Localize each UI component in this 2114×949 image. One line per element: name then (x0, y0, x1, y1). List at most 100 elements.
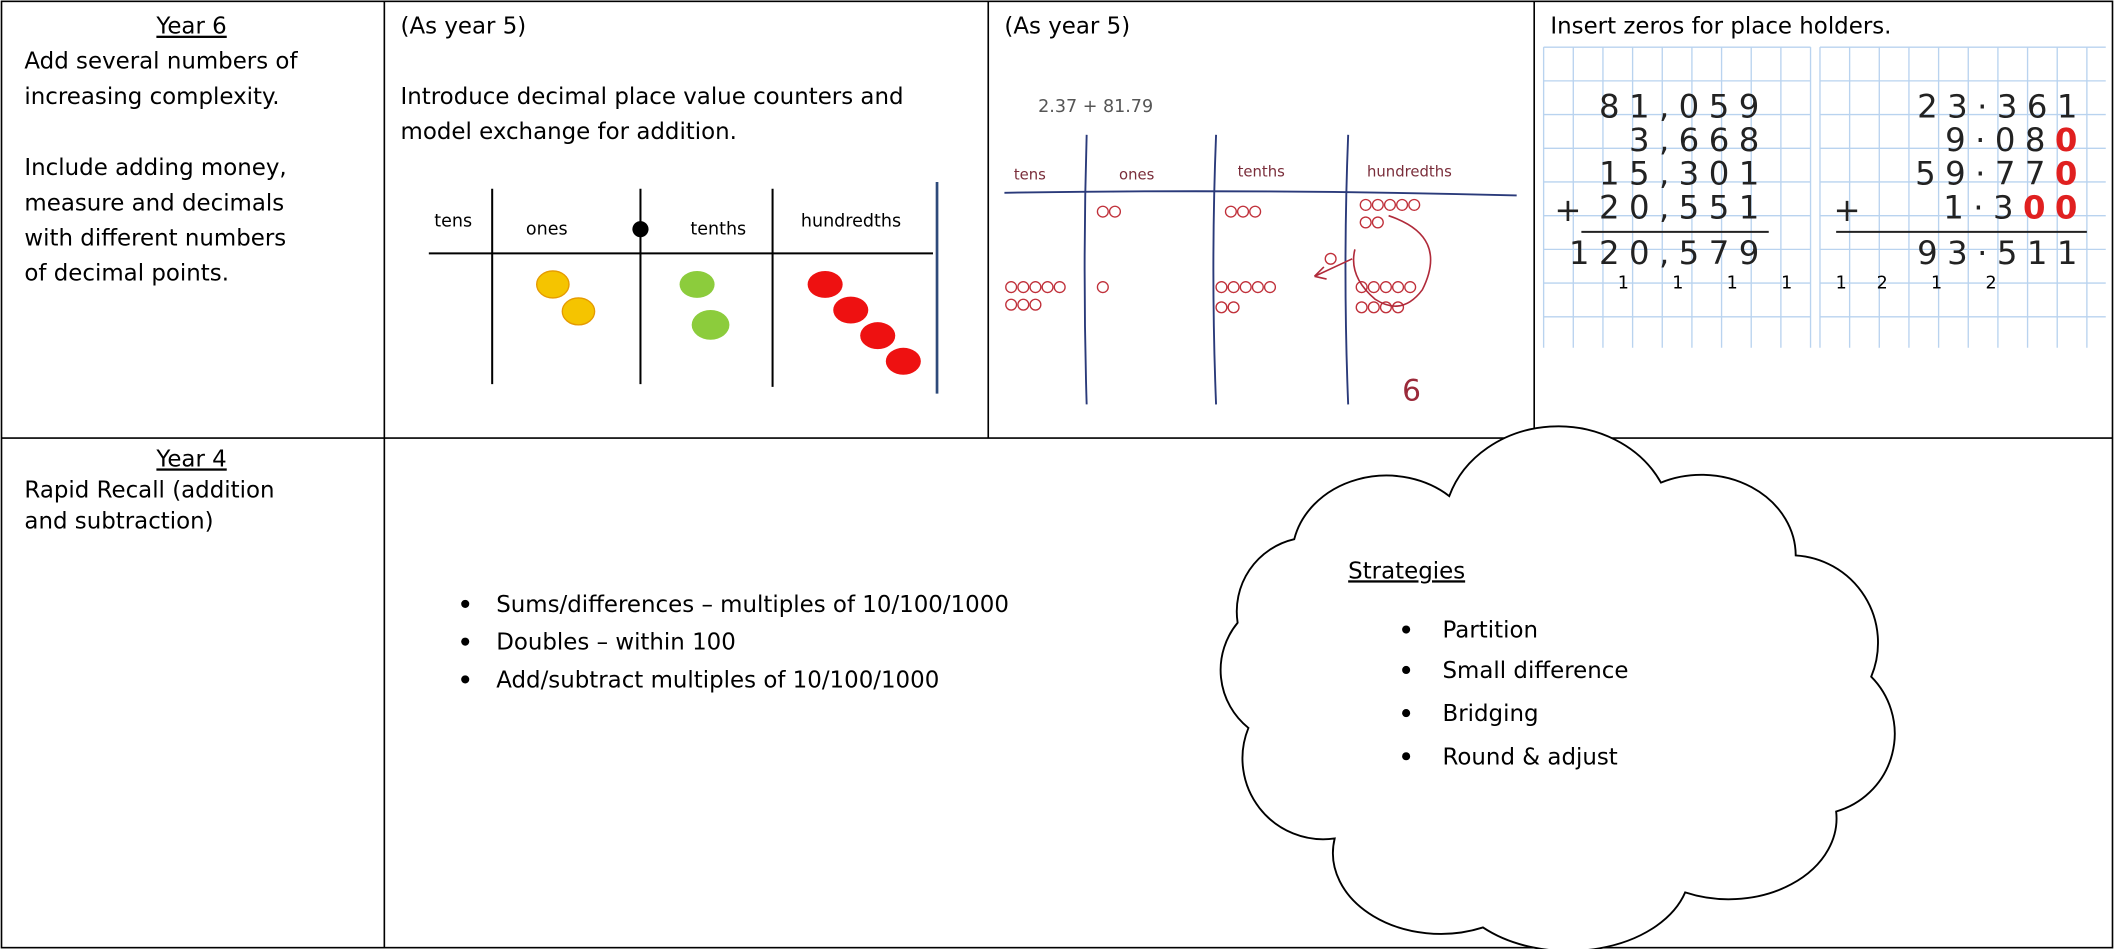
label-line: Rapid Recall (addition (24, 477, 274, 503)
bullet (461, 675, 470, 684)
counter (885, 347, 921, 375)
bullet (1402, 625, 1411, 634)
bullet-text: Doubles – within 100 (496, 630, 736, 656)
carries: 2 1 2 (1877, 273, 2016, 293)
addend: 1·300 (1943, 188, 2087, 226)
counter (833, 296, 869, 324)
label-line: Include adding money, (24, 155, 286, 181)
pv-label: tenths (690, 220, 746, 240)
year-title: Year 6 (155, 14, 226, 40)
digits: 59·77 (1915, 155, 2055, 193)
wb-note: 6 (1402, 372, 1421, 407)
wb-label: ones (1119, 166, 1154, 183)
wb-counter (1263, 281, 1277, 294)
wb-counter (1371, 216, 1384, 229)
wb-counter (1404, 281, 1417, 294)
cloud-bullet: Small difference (1443, 658, 1629, 684)
bullet-text: Add/subtract multiples of 10/100/1000 (496, 667, 939, 693)
wb-counter (1355, 301, 1368, 314)
wb-counter (1251, 281, 1264, 294)
wb-counter (1215, 301, 1228, 314)
exchange-loop (1352, 214, 1432, 307)
cell-heading: (As year 5) (1004, 14, 1130, 40)
label-line: and subtraction) (24, 508, 213, 534)
label-line: of decimal points. (24, 260, 229, 286)
counter (807, 270, 843, 298)
label-line: with different numbers (24, 225, 286, 251)
wb-counter (1017, 281, 1030, 294)
wb-counter (1215, 281, 1228, 294)
whiteboard-diagram: 2.37 + 81.79 tens ones tenths hundredths… (1004, 97, 1517, 407)
bullet (1402, 665, 1411, 675)
wb-counter (1096, 281, 1109, 294)
addend: 23·361 (1917, 87, 2087, 125)
wb-col (1212, 134, 1218, 405)
cell-line: Introduce decimal place value counters a… (401, 84, 904, 110)
placeholder-zero: 0 (2055, 155, 2087, 193)
pv-label: tens (434, 211, 472, 231)
wb-rule (1004, 190, 1517, 197)
digits: 1·3 (1943, 188, 2023, 226)
cloud-bullet: Partition (1443, 618, 1538, 644)
wb-counter (1324, 252, 1337, 265)
counter (535, 270, 570, 299)
wb-counter (1053, 281, 1066, 294)
wb-counter (1227, 301, 1240, 314)
cloud-bullet: Round & adjust (1443, 744, 1618, 770)
plus-sign: + (1554, 191, 1591, 229)
plus-sign: + (1833, 191, 1870, 229)
place-value-diagram: tens ones tenths hundredths (428, 181, 939, 394)
total: 120,579 (1569, 234, 1769, 272)
wb-col (1344, 134, 1350, 405)
wb-counter (1249, 205, 1262, 218)
pv-label: hundredths (801, 211, 901, 231)
addend: 9·080 (1945, 121, 2087, 159)
wb-counter (1005, 281, 1018, 294)
wb-counter (1041, 281, 1054, 294)
wb-counter (1029, 298, 1042, 311)
digits: 23·361 (1917, 87, 2087, 125)
counter (860, 322, 896, 350)
wb-counter (1355, 281, 1368, 294)
wb-counter (1239, 281, 1252, 294)
wb-counter (1224, 205, 1237, 218)
label-line: increasing complexity. (24, 84, 279, 110)
label-line: measure and decimals (24, 190, 284, 216)
exchange-arrow (1313, 258, 1353, 280)
wb-counters (1005, 198, 1421, 314)
addend: 3,668 (1629, 121, 1769, 159)
wb-lines (1004, 134, 1517, 405)
bullet (461, 599, 470, 608)
column-addition: 81,059 3,668 15,301 20,551 + 120,579 1 1… (1554, 87, 2087, 293)
digits: 9·08 (1945, 121, 2055, 159)
wb-counter (1005, 298, 1018, 311)
placeholder-zero: 00 (2023, 188, 2087, 226)
cloud (1219, 425, 1896, 949)
wb-col (1083, 134, 1088, 405)
cloud-bullet: Bridging (1443, 701, 1539, 727)
pv-lines (428, 181, 939, 394)
wb-counter (1029, 281, 1042, 294)
counter (561, 297, 596, 326)
total: 93·511 (1917, 234, 2087, 272)
wb-counter (1367, 301, 1380, 314)
cell-heading: (As year 5) (401, 14, 527, 40)
bullet (1402, 752, 1411, 761)
addend: 20,551 (1599, 188, 1769, 226)
wb-counter (1379, 281, 1392, 294)
wb-counter (1096, 205, 1109, 218)
cloud-title: Strategies (1348, 558, 1465, 584)
placeholder-zero: 0 (2055, 121, 2087, 159)
wb-counter (1108, 205, 1122, 218)
carries: 1 1 1 1 1 (1618, 273, 1866, 293)
addend: 59·770 (1915, 155, 2087, 193)
bullet (461, 637, 470, 646)
sum: 2.37 + 81.79 (1038, 97, 1153, 117)
wb-counter (1359, 216, 1372, 229)
wb-counter (1408, 198, 1421, 211)
wb-label: hundredths (1367, 164, 1452, 181)
wb-counter (1227, 281, 1240, 294)
